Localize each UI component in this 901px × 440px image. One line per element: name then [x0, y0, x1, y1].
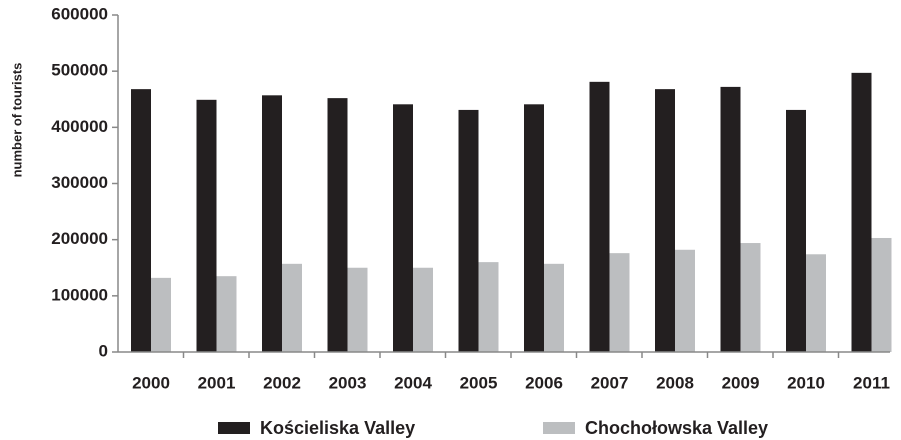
y-tick-label: 400000 — [51, 117, 108, 136]
x-tick-label: 2009 — [722, 373, 760, 392]
bar — [282, 263, 302, 352]
x-tick-label: 2004 — [394, 373, 432, 392]
bar — [740, 243, 761, 352]
bar — [262, 95, 282, 353]
y-tick-label: 500000 — [51, 61, 108, 80]
bar — [871, 237, 892, 352]
bar — [609, 253, 630, 352]
x-tick-label: 2008 — [656, 373, 694, 392]
x-tick-label: 2001 — [198, 373, 236, 392]
bar — [524, 104, 544, 353]
x-tick-label: 2010 — [787, 373, 825, 392]
bar — [393, 104, 413, 353]
legend-swatch — [218, 422, 250, 434]
x-tick-label: 2002 — [263, 373, 301, 392]
x-tick-label: 2011 — [853, 373, 890, 392]
bar — [851, 72, 872, 352]
x-tick-label: 2000 — [132, 373, 170, 392]
x-tick-label: 2006 — [525, 373, 563, 392]
bar — [196, 99, 217, 352]
bar — [478, 262, 499, 352]
x-tick-label: 2007 — [591, 373, 629, 392]
bar — [655, 89, 675, 352]
legend-label: Chochołowska Valley — [585, 418, 768, 438]
bar — [458, 109, 479, 353]
bar — [786, 109, 806, 353]
bar — [216, 276, 237, 352]
bar — [131, 89, 151, 352]
x-tick-label: 2003 — [329, 373, 367, 392]
bar — [544, 263, 564, 352]
x-tick-label: 2005 — [460, 373, 498, 392]
bar — [806, 254, 826, 352]
legend-label: Kościeliska Valley — [260, 418, 415, 438]
y-tick-label: 0 — [99, 341, 108, 360]
legend-swatch — [543, 422, 575, 434]
bar — [720, 86, 741, 352]
bar — [347, 267, 368, 352]
y-axis-label: number of tourists — [9, 63, 24, 178]
y-tick-label: 100000 — [51, 285, 108, 304]
y-tick-label: 300000 — [51, 173, 108, 192]
y-tick-label: 600000 — [51, 4, 108, 23]
bar — [151, 277, 171, 352]
bar — [675, 249, 695, 352]
bar — [413, 267, 433, 352]
bar — [327, 98, 348, 352]
y-tick-label: 200000 — [51, 229, 108, 248]
bar — [589, 81, 610, 353]
